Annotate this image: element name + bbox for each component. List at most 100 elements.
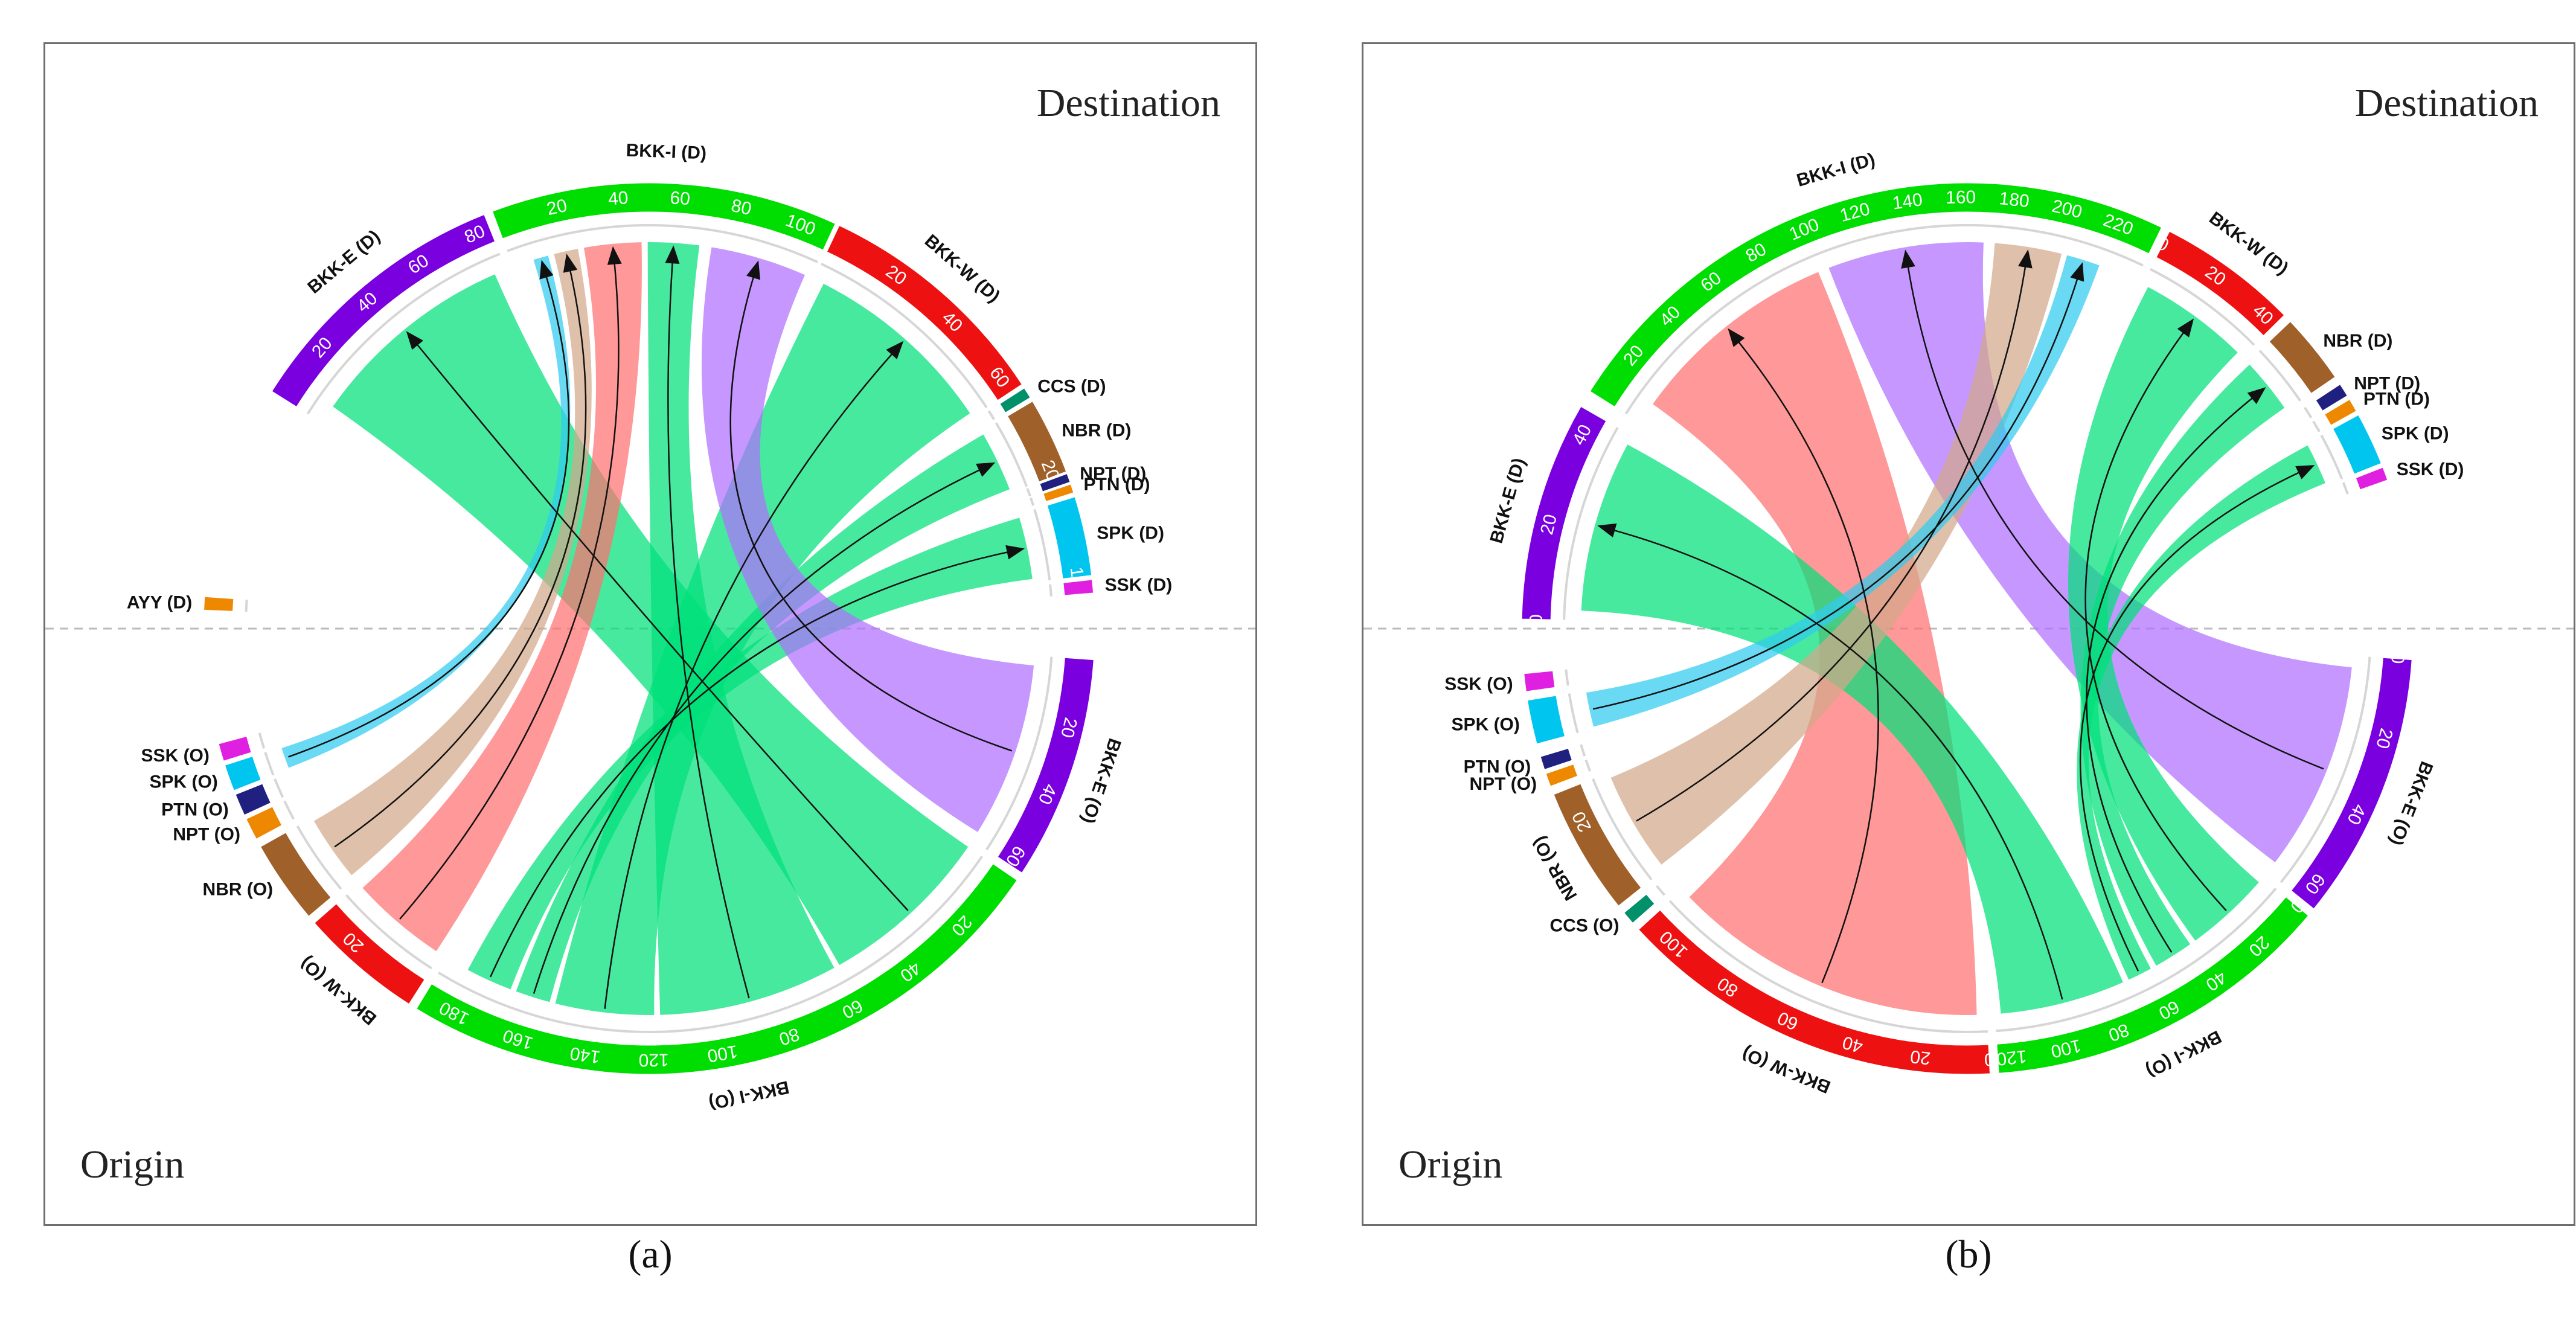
chord-diagram-panel-b: 20 40 60 80 100 120 140 160 180 200 220 BKK-I (D) 0 2… xyxy=(1362,42,2575,1226)
segment-band xyxy=(260,832,332,917)
flow-arrowhead xyxy=(607,246,622,265)
segment-band xyxy=(1540,748,1573,770)
segment-track xyxy=(2304,406,2313,418)
segment-band xyxy=(218,735,252,761)
flow-arrows xyxy=(288,245,1025,1009)
segment-label: BKK-I (O) xyxy=(2143,1027,2225,1081)
segment-band xyxy=(1063,579,1094,596)
segment-label: NPT (D) xyxy=(2354,374,2420,394)
flow-arrowhead xyxy=(539,260,554,280)
segment-band xyxy=(1638,909,1991,1075)
segment-label: BKK-W (O) xyxy=(1739,1043,1833,1097)
tick-label: 0 xyxy=(1527,614,1546,624)
flow-arrowhead xyxy=(2177,318,2194,338)
flow-arrow-line xyxy=(288,275,570,758)
segment-track xyxy=(245,600,248,612)
flow-ribbon xyxy=(362,242,642,952)
segment-band xyxy=(492,182,836,251)
tick-label: 120 xyxy=(638,1049,668,1070)
segment-band xyxy=(2315,383,2348,411)
segment-ssk-o: SSK (O) xyxy=(141,732,266,766)
tick-label: 20 xyxy=(1537,512,1561,536)
segment-ayy-d: AYY (D) xyxy=(127,593,248,613)
flow-ribbon xyxy=(2080,364,2285,966)
segment-band xyxy=(314,903,425,1005)
segment-label: BKK-E (O) xyxy=(2386,758,2437,848)
segment-label: SSK (D) xyxy=(2397,460,2464,479)
flow-ribbons xyxy=(281,242,1034,1015)
segment-label: CCS (D) xyxy=(1037,377,1106,397)
segment-band xyxy=(416,863,1017,1075)
flow-arrowhead xyxy=(1005,545,1025,560)
segment-band xyxy=(826,225,1022,401)
tick-label: 80 xyxy=(729,196,754,219)
origin-label-a: Origin xyxy=(80,1142,185,1187)
flow-arrowhead xyxy=(2247,387,2266,405)
segment-npt-o: NPT (O) xyxy=(1469,759,1592,794)
segment-label: NBR (O) xyxy=(203,880,274,900)
segment-track xyxy=(1030,497,1035,506)
tick-label: 20 xyxy=(2372,726,2396,751)
flow-arrowhead xyxy=(2295,465,2315,479)
flow-arrowhead xyxy=(563,253,578,273)
segment-band xyxy=(224,755,261,791)
segment-band xyxy=(1545,763,1578,787)
flow-ribbon xyxy=(516,434,1010,1002)
segment-band xyxy=(1039,473,1071,492)
flow-ribbon xyxy=(1581,444,2123,1014)
segment-band xyxy=(1523,670,1556,692)
segment-band xyxy=(1521,406,1607,620)
flow-arrowhead xyxy=(2070,262,2084,282)
segment-npt-d: NPT (D) xyxy=(2304,374,2420,418)
segment-label: SPK (O) xyxy=(1452,715,1520,735)
caption-b: (b) xyxy=(1945,1232,1992,1277)
segment-band xyxy=(2324,399,2357,426)
tick-label: 160 xyxy=(1946,187,1976,208)
tick-label: 140 xyxy=(569,1043,601,1067)
destination-label-b: Destination xyxy=(2354,81,2539,125)
segment-spk-o: SPK (O) xyxy=(1452,693,1579,745)
flow-arrow-line xyxy=(489,551,1010,978)
flow-ribbon xyxy=(647,242,835,1015)
segment-track xyxy=(1026,488,1031,497)
flow-arrow-line xyxy=(334,269,587,848)
flow-arrow-line xyxy=(2080,471,2301,972)
flow-arrowhead xyxy=(406,331,423,350)
caption-a: (a) xyxy=(628,1232,673,1277)
segment-track xyxy=(1592,778,1653,880)
segment-ptn-d: PTN (D) xyxy=(2312,389,2430,432)
tick-label: 120 xyxy=(1996,1046,2028,1069)
flow-ribbon xyxy=(313,249,592,876)
segment-band xyxy=(2332,414,2382,475)
segment-band xyxy=(246,806,283,840)
flow-ribbon xyxy=(1610,243,2062,865)
segment-track xyxy=(283,800,295,820)
tick-label: 140 xyxy=(1891,190,1924,214)
segment-label: AYY (D) xyxy=(127,593,192,613)
segment-band xyxy=(235,783,271,816)
segment-track xyxy=(2320,434,2344,479)
segment-track xyxy=(1563,427,1619,620)
flow-arrowhead xyxy=(1901,249,1915,269)
flow-arrow-line xyxy=(1907,264,2324,770)
segment-ccs-o: CCS (O) xyxy=(1550,885,1666,936)
segment-track xyxy=(274,778,284,798)
flow-arrowhead xyxy=(1728,328,1745,347)
segment-track xyxy=(985,656,1053,851)
segment-track xyxy=(1996,888,2277,1033)
tick-label: 40 xyxy=(607,188,629,209)
segment-track xyxy=(2150,268,2255,346)
tick-label: 180 xyxy=(1998,188,2030,211)
segment-nbr-d: NBR (D) xyxy=(2258,321,2392,402)
segment-label: NBR (O) xyxy=(1528,833,1581,903)
segment-band xyxy=(2269,321,2336,394)
segment-band xyxy=(271,214,496,408)
segment-label: NPT (O) xyxy=(1469,774,1537,794)
flow-arrow-line xyxy=(1636,264,2027,822)
segment-spk-o: SPK (O) xyxy=(149,752,275,792)
segment-label: SSK (O) xyxy=(1444,674,1513,694)
tick-label: 20 xyxy=(1057,716,1081,740)
flow-arrowhead xyxy=(1597,523,1617,537)
